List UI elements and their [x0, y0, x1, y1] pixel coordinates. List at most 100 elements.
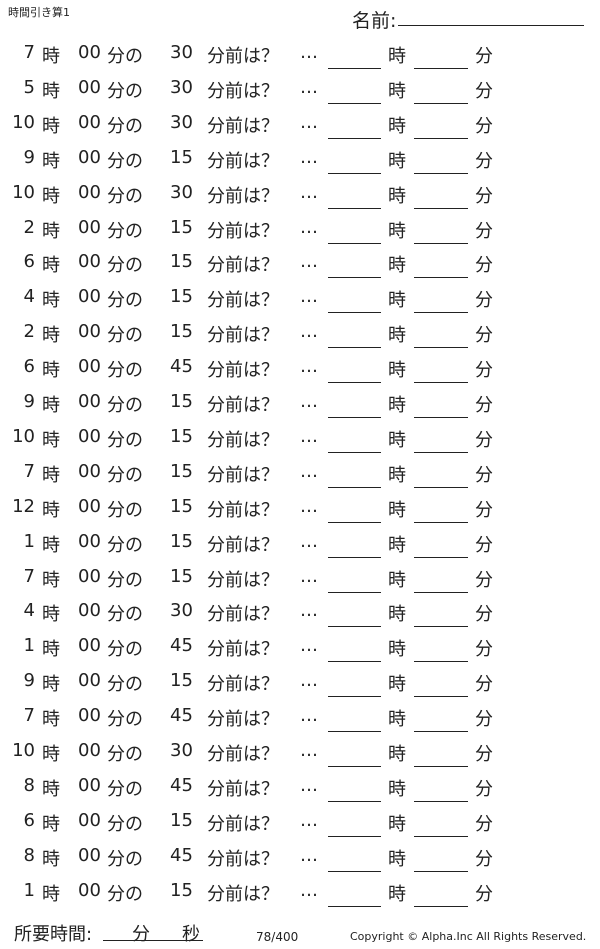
- answer-minute-blank[interactable]: [414, 207, 468, 209]
- hour-label: 時: [42, 220, 60, 242]
- hour-label: 時: [42, 255, 60, 277]
- answer-hour-blank[interactable]: [328, 242, 381, 244]
- hour-label: 時: [42, 395, 60, 416]
- answer-minute-blank[interactable]: [414, 521, 468, 523]
- hour-value: 12: [12, 495, 35, 517]
- zero-minutes: 00: [78, 635, 101, 657]
- hour-value: 9: [23, 670, 35, 692]
- answer-hour-blank[interactable]: [328, 137, 381, 139]
- answer-minute-blank[interactable]: [414, 800, 468, 802]
- answer-minute-blank[interactable]: [414, 556, 468, 558]
- minutes-of-label: 分の: [107, 325, 143, 347]
- answer-minute-label: 分: [475, 569, 493, 591]
- minus-minutes: 15: [170, 251, 193, 273]
- answer-minute-label: 分: [475, 360, 493, 382]
- problem-row: 8 時 00 分の 45 分前は？… 時分: [0, 775, 600, 805]
- question-label: 分前は？: [207, 150, 279, 172]
- answer-hour-blank[interactable]: [328, 731, 381, 733]
- answer-hour-blank[interactable]: [328, 661, 381, 663]
- hour-label: 時: [42, 883, 60, 905]
- copyright: Copyright © Alpha.Inc All Rights Reserve…: [350, 930, 587, 943]
- answer-minute-blank[interactable]: [414, 835, 468, 837]
- answer-minute-blank[interactable]: [414, 68, 468, 69]
- answer-hour-blank[interactable]: [328, 835, 381, 837]
- answer-hour-blank[interactable]: [328, 382, 381, 384]
- answer-minute-blank[interactable]: [414, 451, 468, 453]
- answer-hour-blank[interactable]: [328, 347, 381, 349]
- minutes-of-label: 分の: [107, 464, 143, 486]
- answer-hour-blank[interactable]: [328, 800, 381, 802]
- name-field[interactable]: [398, 25, 584, 26]
- hour-value: 6: [23, 356, 35, 378]
- answer-hour-label: 時: [388, 813, 406, 835]
- question-label: 分前は？: [207, 464, 279, 486]
- answer-minute-blank[interactable]: [414, 382, 468, 384]
- hour-label: 時: [42, 46, 60, 67]
- answer-hour-blank[interactable]: [328, 102, 381, 104]
- zero-minutes: 00: [78, 111, 101, 133]
- answer-minute-blank[interactable]: [414, 277, 468, 279]
- answer-minute-blank[interactable]: [414, 766, 468, 767]
- answer-hour-blank[interactable]: [328, 521, 381, 523]
- answer-minute-blank[interactable]: [414, 137, 468, 139]
- answer-hour-blank[interactable]: [328, 626, 381, 628]
- answer-minute-blank[interactable]: [414, 591, 468, 593]
- ellipsis: …: [300, 76, 318, 98]
- answer-hour-blank[interactable]: [328, 312, 381, 314]
- answer-hour-blank[interactable]: [328, 451, 381, 453]
- answer-minute-blank[interactable]: [414, 731, 468, 733]
- answer-hour-blank[interactable]: [328, 696, 381, 698]
- answer-minute-label: 分: [475, 883, 493, 905]
- answer-minute-blank[interactable]: [414, 870, 468, 872]
- answer-minute-blank[interactable]: [414, 486, 468, 488]
- answer-minute-blank[interactable]: [414, 696, 468, 698]
- answer-hour-blank[interactable]: [328, 486, 381, 488]
- ellipsis: …: [300, 425, 318, 447]
- answer-hour-label: 時: [388, 255, 406, 277]
- answer-hour-label: 時: [388, 848, 406, 870]
- answer-minute-blank[interactable]: [414, 102, 468, 104]
- question-label: 分前は？: [207, 115, 279, 137]
- ellipsis: …: [300, 111, 318, 133]
- answer-minute-blank[interactable]: [414, 905, 468, 907]
- answer-hour-blank[interactable]: [328, 591, 381, 593]
- answer-hour-blank[interactable]: [328, 68, 381, 69]
- answer-minute-blank[interactable]: [414, 417, 468, 418]
- answer-minute-label: 分: [475, 185, 493, 207]
- answer-hour-blank[interactable]: [328, 207, 381, 209]
- answer-hour-blank[interactable]: [328, 905, 381, 907]
- answer-minute-blank[interactable]: [414, 242, 468, 244]
- problem-row: 10 時 00 分の 30 分前は？ … 時 分: [0, 740, 600, 770]
- answer-minute-blank[interactable]: [414, 347, 468, 349]
- ellipsis: …: [300, 635, 318, 657]
- answer-minute-blank[interactable]: [414, 661, 468, 663]
- answer-hour-label: 時: [388, 115, 406, 137]
- time-required-field[interactable]: [103, 940, 203, 941]
- answer-hour-blank[interactable]: [328, 556, 381, 558]
- answer-hour-label: 時: [388, 499, 406, 521]
- hour-value: 7: [23, 460, 35, 482]
- answer-hour-label: 時: [388, 220, 406, 242]
- answer-hour-blank[interactable]: [328, 172, 381, 174]
- minus-minutes: 15: [170, 530, 193, 552]
- answer-minute-label: 分: [475, 290, 493, 312]
- answer-minute-label: 分: [475, 395, 493, 416]
- answer-hour-blank[interactable]: [328, 277, 381, 279]
- answer-minute-blank[interactable]: [414, 312, 468, 314]
- hour-label: 時: [42, 534, 60, 556]
- answer-minute-label: 分: [475, 674, 493, 696]
- zero-minutes: 00: [78, 146, 101, 168]
- answer-hour-blank[interactable]: [328, 870, 381, 872]
- problem-row: 4 時 00 分の 30 分前は？… 時分: [0, 600, 600, 630]
- ellipsis: …: [300, 216, 318, 238]
- minutes-of-label: 分の: [107, 534, 143, 556]
- answer-hour-blank[interactable]: [328, 417, 381, 418]
- minutes-of-label: 分の: [107, 150, 143, 172]
- answer-hour-blank[interactable]: [328, 766, 381, 767]
- answer-minute-blank[interactable]: [414, 626, 468, 628]
- minus-minutes: 30: [170, 181, 193, 203]
- answer-minute-blank[interactable]: [414, 172, 468, 174]
- minus-minutes: 15: [170, 495, 193, 517]
- hour-value: 10: [12, 425, 35, 447]
- ellipsis: …: [300, 286, 318, 308]
